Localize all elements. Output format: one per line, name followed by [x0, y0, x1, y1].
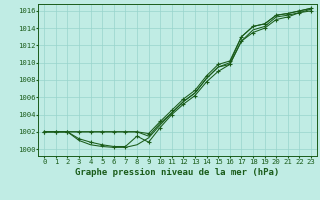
X-axis label: Graphe pression niveau de la mer (hPa): Graphe pression niveau de la mer (hPa) — [76, 168, 280, 177]
